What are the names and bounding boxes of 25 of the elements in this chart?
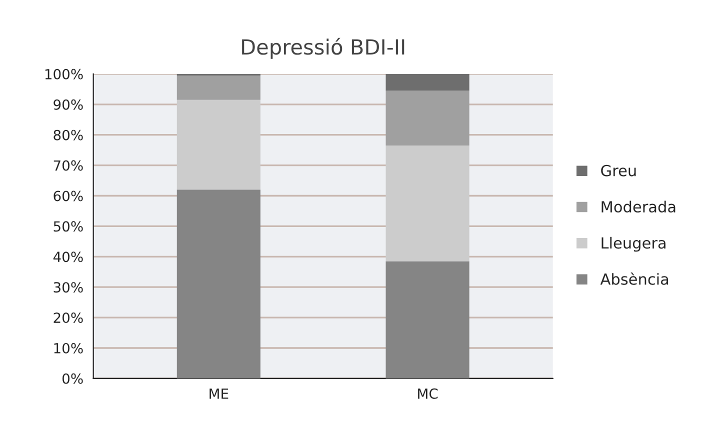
y-tick-label: 70% [54,160,83,171]
legend-label: Lleugera [602,236,666,252]
bar [176,75,260,100]
y-tick-label: 100% [45,68,83,80]
y-tick-label: 10% [54,342,83,354]
y-tick-label: 80% [54,130,83,140]
y-tick-label: 0% [62,373,83,384]
y-tick-label: 60% [54,190,83,202]
legend-label: Greu [601,164,636,176]
bar [176,100,260,190]
y-tick-label: 20% [54,312,83,324]
y-tick-label: 30% [54,282,83,293]
bar [386,74,470,91]
bar [386,261,470,378]
x-tick-label: MC [418,388,438,399]
bar [176,190,260,378]
bar [386,146,470,262]
legend-label: Absència [600,272,668,285]
legend-label: Moderada [602,200,676,213]
x-tick-label: ME [210,388,228,399]
y-tick-label: 40% [53,252,83,262]
y-tick-label: 90% [54,99,83,110]
chart-title: Depressió BDI-II [242,38,404,59]
y-tick-label: 50% [54,221,83,232]
bar [386,90,470,146]
